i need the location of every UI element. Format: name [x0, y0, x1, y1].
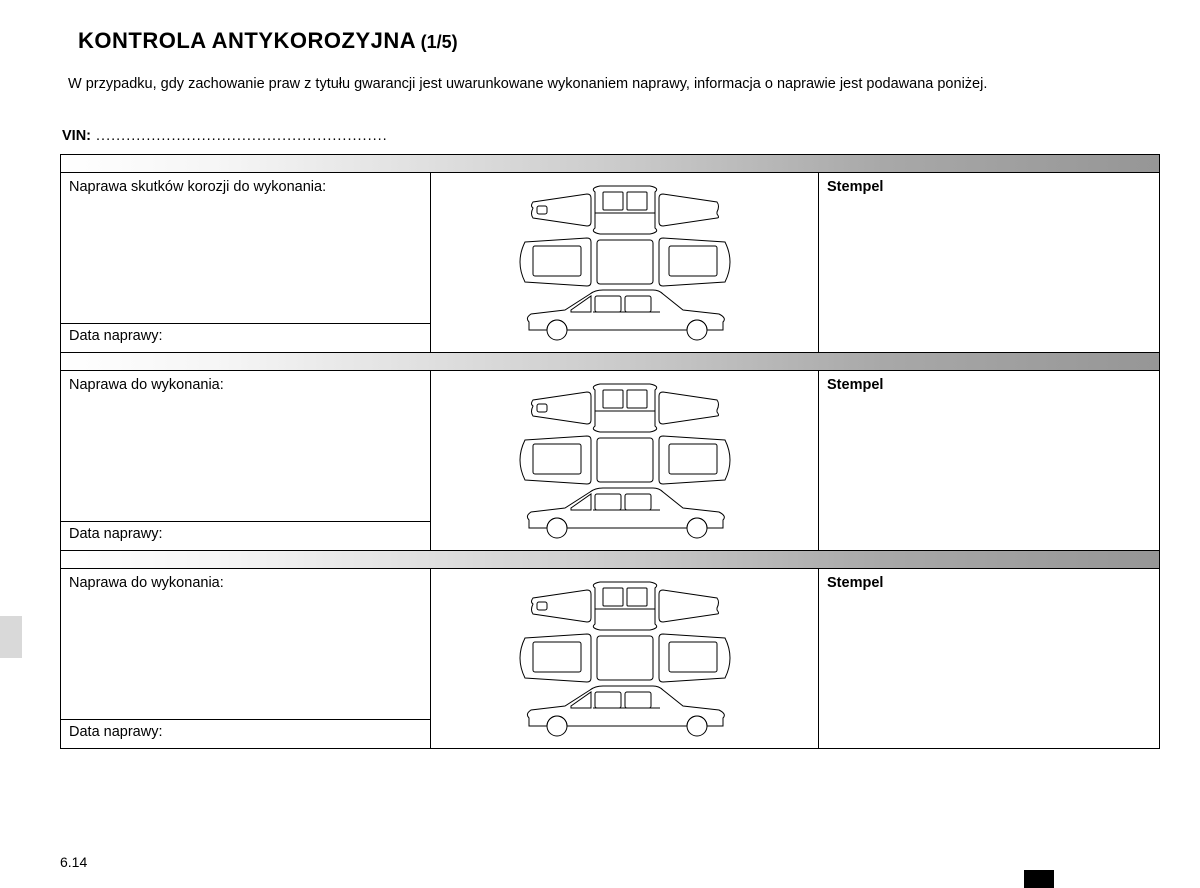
- car-body-diagram-icon: [495, 180, 755, 345]
- stamp-label: Stempel: [819, 569, 1159, 748]
- left-column: Naprawa do wykonania: Data naprawy:: [61, 371, 431, 550]
- vin-label: VIN:: [62, 128, 91, 144]
- left-column: Naprawa do wykonania: Data naprawy:: [61, 569, 431, 748]
- gradient-separator: [61, 353, 1159, 371]
- diagram-cell: [431, 173, 819, 352]
- side-tab: [0, 616, 22, 658]
- record-row: Naprawa do wykonania: Data naprawy:: [61, 569, 1159, 749]
- gradient-separator: [61, 551, 1159, 569]
- repair-label: Naprawa do wykonania:: [61, 371, 430, 522]
- gradient-separator: [61, 155, 1159, 173]
- diagram-cell: [431, 569, 819, 748]
- page-title: KONTROLA ANTYKOROZYJNA (1/5): [78, 28, 1160, 54]
- intro-text: W przypadku, gdy zachowanie praw z tytuł…: [68, 76, 1160, 92]
- left-column: Naprawa skutków korozji do wykonania: Da…: [61, 173, 431, 352]
- title-main: KONTROLA ANTYKOROZYJNA: [78, 28, 416, 53]
- title-sub: (1/5): [421, 32, 458, 52]
- date-label: Data naprawy:: [61, 720, 430, 748]
- date-label: Data naprawy:: [61, 324, 430, 352]
- records-table: Naprawa skutków korozji do wykonania: Da…: [60, 154, 1160, 749]
- vin-row: VIN: ...................................…: [62, 128, 1160, 144]
- repair-label: Naprawa do wykonania:: [61, 569, 430, 720]
- car-body-diagram-icon: [495, 576, 755, 741]
- vin-dots: ........................................…: [91, 128, 388, 144]
- page-number: 6.14: [60, 854, 87, 870]
- record-row: Naprawa skutków korozji do wykonania: Da…: [61, 173, 1159, 353]
- page-content: KONTROLA ANTYKOROZYJNA (1/5) W przypadku…: [0, 0, 1200, 769]
- diagram-cell: [431, 371, 819, 550]
- repair-label: Naprawa skutków korozji do wykonania:: [61, 173, 430, 324]
- stamp-label: Stempel: [819, 371, 1159, 550]
- car-body-diagram-icon: [495, 378, 755, 543]
- record-row: Naprawa do wykonania: Data naprawy:: [61, 371, 1159, 551]
- stamp-label: Stempel: [819, 173, 1159, 352]
- bottom-tab: [1024, 870, 1054, 888]
- date-label: Data naprawy:: [61, 522, 430, 550]
